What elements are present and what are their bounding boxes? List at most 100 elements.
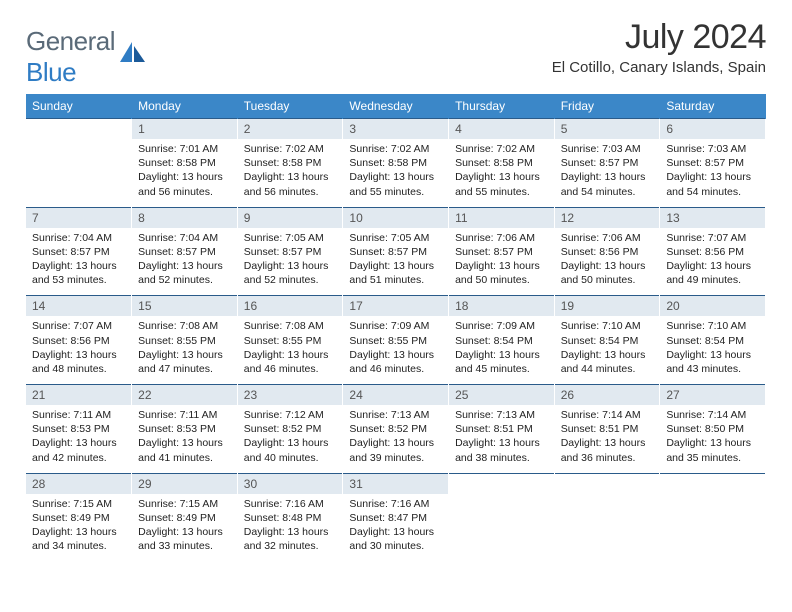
- day-number-cell: 15: [132, 296, 238, 317]
- sail-icon: [118, 40, 148, 71]
- weekday-header: Saturday: [660, 94, 766, 119]
- weekday-header: Monday: [132, 94, 238, 119]
- day-number-cell: 30: [237, 473, 343, 494]
- day-info-cell: Sunrise: 7:08 AMSunset: 8:55 PMDaylight:…: [132, 316, 238, 384]
- day-number-cell: 10: [343, 207, 449, 228]
- day-number-cell: 20: [660, 296, 766, 317]
- header: General Blue July 2024 El Cotillo, Canar…: [26, 18, 766, 88]
- day-info-row: Sunrise: 7:11 AMSunset: 8:53 PMDaylight:…: [26, 405, 766, 473]
- day-number-cell: 13: [660, 207, 766, 228]
- weekday-header-row: Sunday Monday Tuesday Wednesday Thursday…: [26, 94, 766, 119]
- day-number-cell: 12: [554, 207, 660, 228]
- day-info-cell: Sunrise: 7:02 AMSunset: 8:58 PMDaylight:…: [449, 139, 555, 207]
- day-info-cell: Sunrise: 7:06 AMSunset: 8:56 PMDaylight:…: [554, 228, 660, 296]
- day-number-cell: 4: [449, 119, 555, 140]
- day-number-cell: 14: [26, 296, 132, 317]
- day-info-row: Sunrise: 7:15 AMSunset: 8:49 PMDaylight:…: [26, 494, 766, 562]
- day-info-cell: Sunrise: 7:10 AMSunset: 8:54 PMDaylight:…: [660, 316, 766, 384]
- day-info-cell: Sunrise: 7:06 AMSunset: 8:57 PMDaylight:…: [449, 228, 555, 296]
- day-info-cell: Sunrise: 7:01 AMSunset: 8:58 PMDaylight:…: [132, 139, 238, 207]
- day-info-cell: [26, 139, 132, 207]
- weekday-header: Thursday: [449, 94, 555, 119]
- day-info-cell: Sunrise: 7:07 AMSunset: 8:56 PMDaylight:…: [26, 316, 132, 384]
- day-number-row: 21222324252627: [26, 385, 766, 406]
- day-info-cell: Sunrise: 7:11 AMSunset: 8:53 PMDaylight:…: [132, 405, 238, 473]
- day-info-cell: Sunrise: 7:04 AMSunset: 8:57 PMDaylight:…: [132, 228, 238, 296]
- day-info-cell: Sunrise: 7:04 AMSunset: 8:57 PMDaylight:…: [26, 228, 132, 296]
- day-number-row: 123456: [26, 119, 766, 140]
- day-number-cell: 25: [449, 385, 555, 406]
- day-number-cell: 8: [132, 207, 238, 228]
- day-number-cell: 21: [26, 385, 132, 406]
- day-number-cell: 18: [449, 296, 555, 317]
- day-info-cell: Sunrise: 7:12 AMSunset: 8:52 PMDaylight:…: [237, 405, 343, 473]
- day-number-cell: 27: [660, 385, 766, 406]
- day-number-cell: 7: [26, 207, 132, 228]
- calendar-table: Sunday Monday Tuesday Wednesday Thursday…: [26, 94, 766, 561]
- day-info-cell: Sunrise: 7:14 AMSunset: 8:50 PMDaylight:…: [660, 405, 766, 473]
- day-number-cell: 23: [237, 385, 343, 406]
- day-number-cell: 3: [343, 119, 449, 140]
- day-info-cell: Sunrise: 7:08 AMSunset: 8:55 PMDaylight:…: [237, 316, 343, 384]
- weekday-header: Wednesday: [343, 94, 449, 119]
- title-block: July 2024 El Cotillo, Canary Islands, Sp…: [552, 18, 766, 76]
- day-number-cell: 16: [237, 296, 343, 317]
- calendar-page: General Blue July 2024 El Cotillo, Canar…: [0, 0, 792, 571]
- day-info-cell: Sunrise: 7:14 AMSunset: 8:51 PMDaylight:…: [554, 405, 660, 473]
- day-info-cell: Sunrise: 7:03 AMSunset: 8:57 PMDaylight:…: [554, 139, 660, 207]
- day-info-row: Sunrise: 7:01 AMSunset: 8:58 PMDaylight:…: [26, 139, 766, 207]
- day-info-cell: Sunrise: 7:09 AMSunset: 8:54 PMDaylight:…: [449, 316, 555, 384]
- brand-logo: General Blue: [26, 26, 148, 88]
- month-title: July 2024: [552, 18, 766, 57]
- day-number-cell: 28: [26, 473, 132, 494]
- day-info-row: Sunrise: 7:04 AMSunset: 8:57 PMDaylight:…: [26, 228, 766, 296]
- brand-text: General Blue: [26, 26, 115, 88]
- day-info-cell: Sunrise: 7:10 AMSunset: 8:54 PMDaylight:…: [554, 316, 660, 384]
- day-number-cell: 2: [237, 119, 343, 140]
- day-number-cell: 29: [132, 473, 238, 494]
- day-info-cell: Sunrise: 7:07 AMSunset: 8:56 PMDaylight:…: [660, 228, 766, 296]
- day-info-cell: Sunrise: 7:02 AMSunset: 8:58 PMDaylight:…: [343, 139, 449, 207]
- day-info-cell: Sunrise: 7:05 AMSunset: 8:57 PMDaylight:…: [237, 228, 343, 296]
- day-info-cell: Sunrise: 7:16 AMSunset: 8:48 PMDaylight:…: [237, 494, 343, 562]
- day-info-cell: Sunrise: 7:13 AMSunset: 8:51 PMDaylight:…: [449, 405, 555, 473]
- day-number-cell: [26, 119, 132, 140]
- day-number-row: 14151617181920: [26, 296, 766, 317]
- day-number-cell: 31: [343, 473, 449, 494]
- day-number-row: 28293031: [26, 473, 766, 494]
- day-number-cell: 19: [554, 296, 660, 317]
- day-info-cell: [554, 494, 660, 562]
- day-info-cell: Sunrise: 7:16 AMSunset: 8:47 PMDaylight:…: [343, 494, 449, 562]
- weekday-header: Friday: [554, 94, 660, 119]
- brand-part1: General: [26, 26, 115, 56]
- day-number-cell: 26: [554, 385, 660, 406]
- day-info-cell: Sunrise: 7:09 AMSunset: 8:55 PMDaylight:…: [343, 316, 449, 384]
- day-number-cell: 5: [554, 119, 660, 140]
- day-info-row: Sunrise: 7:07 AMSunset: 8:56 PMDaylight:…: [26, 316, 766, 384]
- day-info-cell: Sunrise: 7:11 AMSunset: 8:53 PMDaylight:…: [26, 405, 132, 473]
- day-number-cell: 17: [343, 296, 449, 317]
- day-number-cell: 11: [449, 207, 555, 228]
- day-number-cell: 1: [132, 119, 238, 140]
- day-info-cell: Sunrise: 7:15 AMSunset: 8:49 PMDaylight:…: [26, 494, 132, 562]
- day-number-row: 78910111213: [26, 207, 766, 228]
- day-info-cell: [449, 494, 555, 562]
- day-number-cell: [449, 473, 555, 494]
- calendar-body: 123456 Sunrise: 7:01 AMSunset: 8:58 PMDa…: [26, 119, 766, 562]
- day-info-cell: Sunrise: 7:02 AMSunset: 8:58 PMDaylight:…: [237, 139, 343, 207]
- day-info-cell: Sunrise: 7:13 AMSunset: 8:52 PMDaylight:…: [343, 405, 449, 473]
- day-info-cell: Sunrise: 7:05 AMSunset: 8:57 PMDaylight:…: [343, 228, 449, 296]
- brand-part2: Blue: [26, 57, 76, 87]
- day-info-cell: Sunrise: 7:15 AMSunset: 8:49 PMDaylight:…: [132, 494, 238, 562]
- day-number-cell: [660, 473, 766, 494]
- day-info-cell: Sunrise: 7:03 AMSunset: 8:57 PMDaylight:…: [660, 139, 766, 207]
- location: El Cotillo, Canary Islands, Spain: [552, 59, 766, 76]
- day-number-cell: 22: [132, 385, 238, 406]
- day-number-cell: 6: [660, 119, 766, 140]
- day-number-cell: [554, 473, 660, 494]
- day-number-cell: 9: [237, 207, 343, 228]
- day-info-cell: [660, 494, 766, 562]
- day-number-cell: 24: [343, 385, 449, 406]
- weekday-header: Tuesday: [237, 94, 343, 119]
- weekday-header: Sunday: [26, 94, 132, 119]
